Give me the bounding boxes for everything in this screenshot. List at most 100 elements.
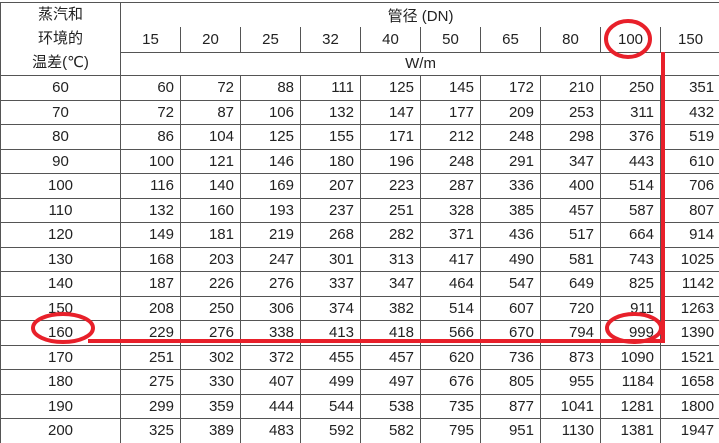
table-row: 110 132 160 193 237 251 328 385 457 587 807 <box>0 197 719 223</box>
heat-loss-cell: 607 <box>480 295 541 321</box>
temperature-difference-cell: 180 <box>0 369 121 395</box>
heat-loss-cell: 743 <box>600 246 661 272</box>
heat-loss-cell: 359 <box>180 393 241 419</box>
size-header-dn15: 15 <box>120 27 181 53</box>
heat-loss-cell: 389 <box>180 418 241 443</box>
heat-loss-cell: 807 <box>659 197 719 223</box>
heat-loss-cell: 145 <box>420 75 481 101</box>
size-header-dn50: 50 <box>420 27 481 53</box>
temperature-difference-cell: 100 <box>0 173 121 199</box>
heat-loss-cell: 517 <box>540 222 601 248</box>
heat-loss-cell: 203 <box>180 246 241 272</box>
heat-loss-cell: 299 <box>120 393 181 419</box>
heat-loss-cell: 88 <box>240 75 301 101</box>
heat-loss-cell: 219 <box>240 222 301 248</box>
heat-loss-cell: 457 <box>360 344 421 370</box>
heat-loss-cell: 400 <box>540 173 601 199</box>
heat-loss-cell: 371 <box>420 222 481 248</box>
heat-loss-cell: 999 <box>600 320 661 346</box>
size-header-dn65: 65 <box>480 27 541 53</box>
heat-loss-cell: 248 <box>420 148 481 174</box>
heat-loss-cell: 587 <box>600 197 661 223</box>
heat-loss-cell: 282 <box>360 222 421 248</box>
table-row: 200 325 389 483 592 582 795 951 1130 1381 1947 <box>0 418 719 443</box>
heat-loss-cell: 1947 <box>659 418 719 443</box>
temperature-difference-cell: 60 <box>0 75 121 101</box>
heat-loss-cell: 1381 <box>600 418 661 443</box>
heat-loss-cell: 116 <box>120 173 181 199</box>
table-row: 120 149 181 219 268 282 371 436 517 664 914 <box>0 222 719 248</box>
heat-loss-cell: 100 <box>120 148 181 174</box>
table-row: 180 275 330 407 499 497 676 805 955 1184 1658 <box>0 369 719 395</box>
heat-loss-cell: 382 <box>360 295 421 321</box>
heat-loss-cell: 1263 <box>659 295 719 321</box>
heat-loss-cell: 155 <box>300 124 361 150</box>
heat-loss-cell: 251 <box>120 344 181 370</box>
heat-loss-cell: 538 <box>360 393 421 419</box>
heat-loss-cell: 1390 <box>659 320 719 346</box>
heat-loss-cell: 592 <box>300 418 361 443</box>
heat-loss-cell: 347 <box>360 271 421 297</box>
heat-loss-cell: 464 <box>420 271 481 297</box>
temperature-difference-cell: 80 <box>0 124 121 150</box>
heat-loss-cell: 287 <box>420 173 481 199</box>
size-header-dn40: 40 <box>360 27 421 53</box>
heat-loss-cell: 499 <box>300 369 361 395</box>
heat-loss-cell: 125 <box>360 75 421 101</box>
heat-loss-cell: 1658 <box>659 369 719 395</box>
heat-loss-cell: 497 <box>360 369 421 395</box>
heat-loss-cell: 149 <box>120 222 181 248</box>
heat-loss-cell: 372 <box>240 344 301 370</box>
heat-loss-cell: 132 <box>120 197 181 223</box>
size-header-dn20: 20 <box>180 27 241 53</box>
temperature-difference-cell: 140 <box>0 271 121 297</box>
unit-label: W/m <box>119 51 719 77</box>
heat-loss-cell: 547 <box>480 271 541 297</box>
group-title: 管径 (DN) <box>119 2 719 28</box>
heat-loss-cell: 251 <box>360 197 421 223</box>
heat-loss-cell: 111 <box>300 75 361 101</box>
temperature-difference-cell: 200 <box>0 418 121 443</box>
heat-loss-cell: 336 <box>480 173 541 199</box>
heat-loss-cell: 172 <box>480 75 541 101</box>
heat-loss-cell: 1130 <box>540 418 601 443</box>
heat-loss-cell: 223 <box>360 173 421 199</box>
row-label-line: 环境的 <box>37 30 83 47</box>
heat-loss-cell: 313 <box>360 246 421 272</box>
heat-loss-cell: 457 <box>540 197 601 223</box>
heat-loss-cell: 914 <box>659 222 719 248</box>
heat-loss-cell: 581 <box>540 246 601 272</box>
heat-loss-cell: 325 <box>120 418 181 443</box>
heat-loss-cell: 209 <box>480 99 541 125</box>
heat-loss-cell: 455 <box>300 344 361 370</box>
heat-loss-cell: 328 <box>420 197 481 223</box>
header-row-title: 蒸汽和 环境的 温差(℃) 管径 (DN) <box>0 2 719 76</box>
heat-loss-cell: 514 <box>420 295 481 321</box>
heat-loss-cell: 291 <box>480 148 541 174</box>
heat-loss-cell: 337 <box>300 271 361 297</box>
heat-loss-cell: 951 <box>480 418 541 443</box>
heat-loss-cell: 1041 <box>540 393 601 419</box>
heat-loss-cell: 418 <box>360 320 421 346</box>
heat-loss-cell: 253 <box>540 99 601 125</box>
heat-loss-cell: 1281 <box>600 393 661 419</box>
heat-loss-cell: 302 <box>180 344 241 370</box>
row-label-line: 温差(℃) <box>32 54 89 71</box>
table-row: 80 86 104 125 155 171 212 248 298 376 519 <box>0 124 719 150</box>
heat-loss-cell: 196 <box>360 148 421 174</box>
heat-loss-cell: 306 <box>240 295 301 321</box>
heat-loss-cell: 250 <box>180 295 241 321</box>
heat-loss-cell: 275 <box>120 369 181 395</box>
heat-loss-cell: 330 <box>180 369 241 395</box>
heat-loss-cell: 544 <box>300 393 361 419</box>
temperature-difference-cell: 160 <box>0 320 121 346</box>
heat-loss-cell: 444 <box>240 393 301 419</box>
heat-loss-cell: 210 <box>540 75 601 101</box>
temperature-difference-cell: 70 <box>0 99 121 125</box>
heat-loss-cell: 376 <box>600 124 661 150</box>
heat-loss-cell: 250 <box>600 75 661 101</box>
heat-loss-cell: 664 <box>600 222 661 248</box>
heat-loss-cell: 443 <box>600 148 661 174</box>
temperature-difference-cell: 90 <box>0 148 121 174</box>
heat-loss-cell: 351 <box>659 75 719 101</box>
